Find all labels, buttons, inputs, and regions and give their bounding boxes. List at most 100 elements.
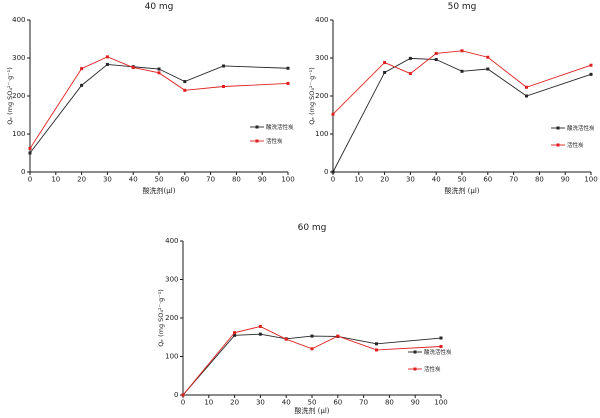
data-point-marker-ac <box>284 337 288 341</box>
legend-label-ac: 活性炭 <box>424 365 441 373</box>
data-point-marker-ac <box>408 72 412 76</box>
x-tick-label: 60 <box>483 176 492 184</box>
data-point-marker-ac <box>375 348 378 352</box>
x-tick-label: 20 <box>380 176 389 184</box>
data-point-marker-acid-washed-ac <box>222 64 225 68</box>
x-axis-label: 酸洗剂 (μl) <box>294 407 330 415</box>
y-tick-label: 100 <box>12 130 25 138</box>
x-tick-label: 10 <box>51 176 60 184</box>
series-line-acid-washed-ac <box>332 57 592 173</box>
data-point-marker-acid-washed-ac <box>157 67 161 71</box>
data-point-marker-ac <box>258 324 262 328</box>
data-point-marker-ac <box>181 393 185 397</box>
x-tick-label: 0 <box>331 176 335 184</box>
y-tick-label: 200 <box>315 92 328 100</box>
x-tick-label: 70 <box>359 399 368 407</box>
legend-key-marker-acid-washed-ac <box>556 126 560 130</box>
data-point-marker-ac <box>183 88 187 92</box>
y-tick-label: 400 <box>165 237 178 245</box>
data-point-marker-ac <box>460 49 464 53</box>
x-tick-label: 50 <box>458 176 467 184</box>
x-tick-label: 50 <box>308 399 317 407</box>
legend-key-marker-acid-washed-ac <box>413 350 417 354</box>
data-point-marker-acid-washed-ac <box>286 66 290 70</box>
legend-label-acid-washed-ac: 酸洗活性炭 <box>424 348 452 356</box>
y-tick-label: 300 <box>12 54 25 62</box>
y-tick-label: 200 <box>12 92 25 100</box>
data-point-marker-acid-washed-ac <box>375 342 378 346</box>
data-point-marker-ac <box>105 55 109 59</box>
y-tick-label: 300 <box>165 276 178 284</box>
legend-label-ac: 活性炭 <box>266 137 283 145</box>
legend-key-marker-ac <box>413 367 417 371</box>
data-point-marker-ac <box>28 146 32 150</box>
chart-title: 40 mg <box>144 2 174 12</box>
x-tick-label: 80 <box>535 176 544 184</box>
legend-key-marker-ac <box>556 143 560 147</box>
y-tick-label: 0 <box>324 168 328 176</box>
x-tick-label: 40 <box>129 176 138 184</box>
data-point-marker-acid-washed-ac <box>183 80 187 84</box>
x-axis-label: 酸洗剂(μl) <box>142 187 176 195</box>
y-tick-label: 400 <box>12 16 25 24</box>
legend-key-marker-acid-washed-ac <box>255 125 259 129</box>
chart-title: 60 mg <box>297 223 327 233</box>
legend-label-acid-washed-ac: 酸洗活性炭 <box>567 124 595 132</box>
chart-title: 50 mg <box>447 2 477 12</box>
data-point-marker-ac <box>383 61 387 65</box>
axes <box>29 20 288 173</box>
data-point-marker-acid-washed-ac <box>105 62 109 66</box>
chart-40mg: 40 mg Qₑ (mg SO₄²⁻·g⁻¹) 0 10 20 30 40 50 60 70 8… <box>0 0 300 214</box>
x-tick-label: 100 <box>281 176 294 184</box>
x-tick-label: 40 <box>282 399 291 407</box>
data-point-marker-ac <box>310 347 314 351</box>
y-tick-label: 100 <box>165 353 178 361</box>
series-line-acid-washed-ac <box>29 63 289 154</box>
x-tick-label: 30 <box>256 399 265 407</box>
data-point-marker-acid-washed-ac <box>408 56 412 60</box>
data-point-marker-ac <box>80 67 84 71</box>
data-point-marker-ac <box>233 331 237 335</box>
data-point-marker-acid-washed-ac <box>589 72 593 76</box>
plot-area: 0 10 20 30 40 50 60 70 80 90 100 0 100 200 300 400 酸洗活性炭… <box>165 237 452 407</box>
x-tick-label: 60 <box>333 399 342 407</box>
data-point-marker-ac <box>157 71 161 75</box>
x-tick-label: 20 <box>77 176 86 184</box>
series-line-ac <box>29 56 289 149</box>
data-point-marker-ac <box>525 85 528 89</box>
series-line-ac <box>332 50 592 115</box>
data-point-marker-ac <box>331 112 335 116</box>
x-tick-label: 10 <box>204 399 213 407</box>
data-point-marker-ac <box>589 63 593 67</box>
data-point-marker-ac <box>131 66 135 69</box>
y-tick-label: 0 <box>21 168 25 176</box>
x-tick-label: 90 <box>411 399 420 407</box>
data-point-marker-ac <box>434 51 438 55</box>
y-tick-label: 100 <box>315 130 328 138</box>
data-point-marker-acid-washed-ac <box>233 333 237 337</box>
x-tick-label: 100 <box>434 399 447 407</box>
x-tick-label: 100 <box>584 176 597 184</box>
legend-label-acid-washed-ac: 酸洗活性炭 <box>266 123 294 131</box>
y-tick-label: 0 <box>174 391 178 399</box>
data-point-marker-acid-washed-ac <box>486 67 490 71</box>
chart-50mg: 50 mg Qₑ (mg SO₄²⁻·g⁻¹) 0 10 20 30 40 50 60 70 8… <box>300 0 600 214</box>
axes <box>182 241 441 396</box>
y-tick-label: 300 <box>315 54 328 62</box>
data-point-marker-acid-washed-ac <box>439 336 443 340</box>
x-tick-label: 80 <box>385 399 394 407</box>
data-point-marker-acid-washed-ac <box>80 83 84 87</box>
x-tick-label: 70 <box>509 176 518 184</box>
plot-area: 0 10 20 30 40 50 60 70 80 90 100 0 100 200 300 400 酸洗活性炭… <box>315 16 598 184</box>
x-tick-label: 80 <box>232 176 241 184</box>
data-point-marker-ac <box>286 81 290 85</box>
x-tick-label: 30 <box>406 176 415 184</box>
x-tick-label: 60 <box>180 176 189 184</box>
x-tick-label: 50 <box>155 176 164 184</box>
legend-key-marker-ac <box>255 139 259 143</box>
data-point-marker-acid-washed-ac <box>460 69 464 73</box>
data-point-marker-acid-washed-ac <box>383 70 387 74</box>
x-tick-label: 10 <box>354 176 363 184</box>
x-tick-label: 20 <box>230 399 239 407</box>
